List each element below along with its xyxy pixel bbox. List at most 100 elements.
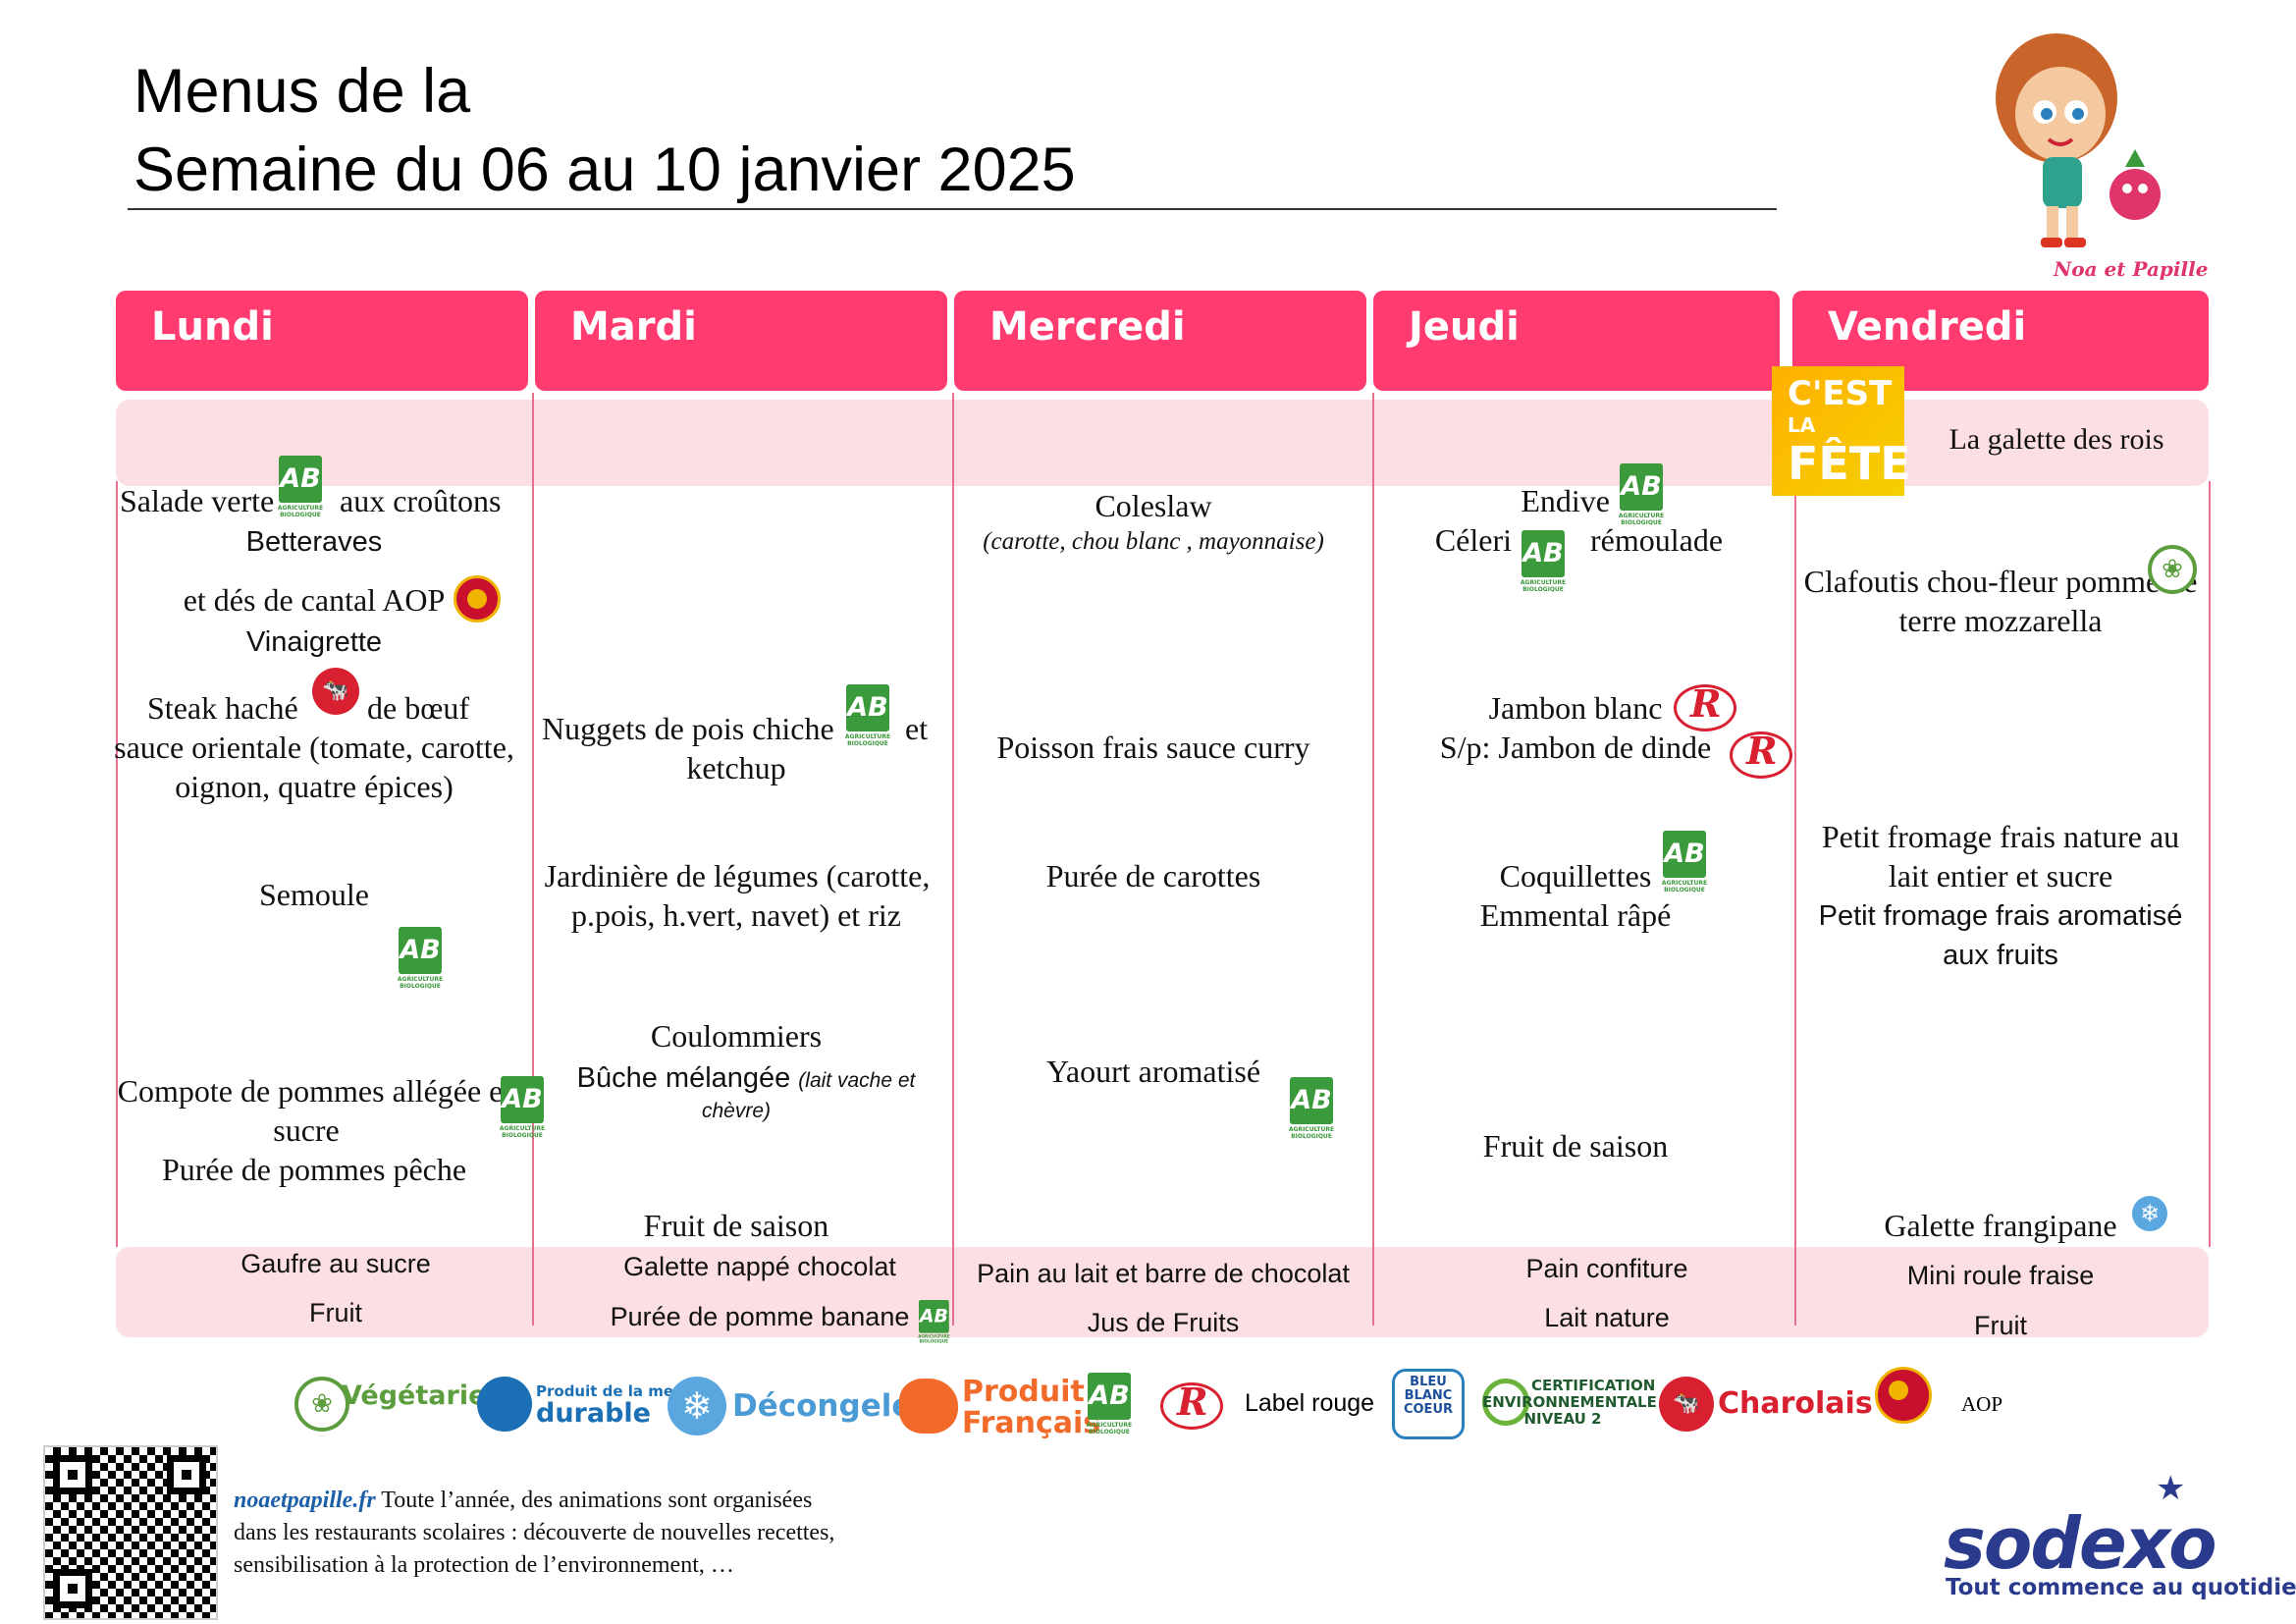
day-label-jeudi: Jeudi xyxy=(1409,304,1520,350)
lundi-dessert-1a: Compote de pommes allégée en xyxy=(117,1073,519,1109)
lundi-dessert-2: Purée de pommes pêche xyxy=(161,1152,467,1187)
ab-bio-icon: AB AGRICULTURE BIOLOGIQUE xyxy=(500,1076,545,1139)
mascot-illustration xyxy=(1996,33,2161,247)
jeudi-snack-2: Lait nature xyxy=(1544,1303,1670,1332)
day-label-vendredi: Vendredi xyxy=(1828,304,2027,350)
lundi-plat-1a: Steak haché xyxy=(147,690,298,726)
day-header-mardi: Mardi xyxy=(535,291,947,391)
ab-bio-icon: AB AGRICULTURE BIOLOGIQUE xyxy=(1662,831,1707,893)
wave-icon xyxy=(477,1377,532,1432)
label-rouge-icon: R xyxy=(1674,681,1736,731)
legend-label-rouge: Label rouge xyxy=(1245,1389,1375,1417)
legend-charolais: Charolais xyxy=(1718,1386,1873,1421)
legend-certif-2: ENVIRONNEMENTALE xyxy=(1482,1393,1657,1411)
france-map-icon xyxy=(899,1379,958,1434)
footer-text-2: dans les restaurants scolaires : découve… xyxy=(234,1520,835,1545)
jeudi-garniture-1: Coquillettes xyxy=(1499,858,1652,893)
snowflake-icon: ❄ xyxy=(667,1377,726,1435)
mercredi-plat: Poisson frais sauce curry xyxy=(996,730,1310,765)
mardi-snack-2: Purée de pomme banane xyxy=(610,1302,910,1331)
lundi-snack-1: Gaufre au sucre xyxy=(240,1249,431,1278)
bleu-blanc-coeur-icon: BLEU BLANC COEUR xyxy=(1392,1369,1465,1439)
fete-text: La galette des rois xyxy=(1949,423,2164,456)
legend-certif-3: NIVEAU 2 xyxy=(1523,1410,1602,1428)
snack-band xyxy=(116,1247,2209,1337)
jeudi-garniture-2: Emmental râpé xyxy=(1479,897,1672,933)
column-divider xyxy=(116,481,118,1247)
lundi-entree-1a: Salade verte xyxy=(120,483,275,518)
legend-peche-big: durable xyxy=(536,1398,651,1429)
ab-bio-icon: AB AGRICULTURE BIOLOGIQUE xyxy=(398,927,443,990)
jeudi-plat-2: S/p: Jambon de dinde xyxy=(1439,730,1712,765)
legend-francais: Français xyxy=(962,1406,1101,1440)
bbc-line2: BLANC xyxy=(1404,1388,1453,1403)
bbc-line3: COEUR xyxy=(1403,1402,1454,1417)
mardi-fromage-3-note: chèvre) xyxy=(701,1100,772,1122)
sodexo-logo: sodexo xyxy=(1944,1502,2217,1585)
vendredi-fromage-4: aux fruits xyxy=(1943,940,2058,971)
footer-text: noaetpapille.fr Toute l’année, des anima… xyxy=(234,1485,960,1582)
mardi-plat-1b: et xyxy=(905,711,929,746)
qr-code[interactable] xyxy=(43,1445,218,1620)
mercredi-entree-1: Coleslaw xyxy=(1095,488,1212,523)
mascot-label: Noa et Papille xyxy=(2054,257,2209,281)
legend-decongele: Décongelé xyxy=(732,1388,913,1424)
mardi-dessert: Fruit de saison xyxy=(643,1208,829,1243)
hve-icon xyxy=(1482,1379,1529,1426)
lundi-garniture: Semoule xyxy=(259,877,369,912)
fete-line3: FÊTE xyxy=(1788,437,1911,490)
jeudi-dessert: Fruit de saison xyxy=(1482,1128,1669,1164)
mercredi-dessert: Yaourt aromatisé xyxy=(1045,1054,1261,1089)
vendredi-dessert: Galette frangipane xyxy=(1884,1208,2117,1243)
sodexo-star-icon: ★ xyxy=(2156,1469,2186,1508)
vegetarian-icon: ❀ xyxy=(294,1377,349,1432)
legend-aop: AOP xyxy=(1961,1392,2003,1416)
mardi-fromage-1: Coulommiers xyxy=(650,1018,823,1054)
aop-icon xyxy=(1875,1367,1932,1424)
title-underline xyxy=(128,208,1777,210)
mardi-plat-1a: Nuggets de pois chiche xyxy=(542,711,834,746)
charolais-cow-icon: 🐄 xyxy=(312,668,359,715)
mercredi-snack-1: Pain au lait et barre de chocolat xyxy=(977,1259,1350,1288)
ab-bio-icon: AB AGRICULTURE BIOLOGIQUE xyxy=(918,1300,950,1344)
lundi-entree-2: Betteraves xyxy=(245,526,383,558)
bbc-line1: BLEU xyxy=(1410,1375,1447,1389)
column-divider xyxy=(532,393,534,1326)
vendredi-snack-2: Fruit xyxy=(1974,1311,2027,1340)
column-divider xyxy=(1372,393,1374,1326)
lundi-entree-3: et dés de cantal AOP xyxy=(183,582,446,618)
column-divider xyxy=(1794,481,1796,1326)
day-header-jeudi: Jeudi xyxy=(1373,291,1780,391)
column-divider xyxy=(2209,481,2211,1247)
jeudi-entree-2a: Céleri xyxy=(1434,522,1512,558)
sodexo-tagline: Tout commence au quotidien xyxy=(1946,1575,2296,1600)
fete-line2: LA xyxy=(1788,413,1816,437)
vendredi-fromage-1: Petit fromage frais nature au xyxy=(1821,819,2180,854)
ab-bio-icon: AB AGRICULTURE BIOLOGIQUE xyxy=(1087,1373,1132,1435)
vegetarian-icon: ❀ xyxy=(2148,545,2197,594)
snowflake-icon: ❄ xyxy=(2132,1196,2167,1231)
jeudi-snack-1: Pain confiture xyxy=(1525,1254,1688,1283)
page-title-line2: Semaine du 06 au 10 janvier 2025 xyxy=(133,135,1076,204)
day-header-mercredi: Mercredi xyxy=(954,291,1366,391)
lundi-entree-4: Vinaigrette xyxy=(245,626,383,658)
mercredi-garniture: Purée de carottes xyxy=(1045,858,1261,893)
lundi-dessert-1b: sucre xyxy=(273,1112,340,1148)
day-label-mercredi: Mercredi xyxy=(989,304,1186,350)
ab-bio-icon: AB AGRICULTURE BIOLOGIQUE xyxy=(845,684,890,747)
footer-site-link[interactable]: noaetpapille.fr xyxy=(234,1488,376,1513)
vendredi-fromage-3: Petit fromage frais aromatisé xyxy=(1818,900,2183,932)
jeudi-entree-2b: rémoulade xyxy=(1590,522,1724,558)
label-rouge-icon: R xyxy=(1160,1380,1223,1430)
mardi-plat-2: ketchup xyxy=(686,750,786,785)
jeudi-entree-1: Endive xyxy=(1521,483,1610,518)
vendredi-plat-2: terre mozzarella xyxy=(1898,603,2103,638)
jeudi-plat-1: Jambon blanc xyxy=(1488,690,1663,726)
lundi-plat-1b: de bœuf xyxy=(367,690,469,726)
vendredi-plat-1: Clafoutis chou-fleur pomme de xyxy=(1803,564,2198,599)
mardi-fromage-2-name: Bûche mélangée xyxy=(576,1062,791,1094)
lundi-plat-2: sauce orientale (tomate, carotte, xyxy=(114,730,514,765)
lundi-snack-2: Fruit xyxy=(309,1298,362,1327)
vendredi-fromage-2: lait entier et sucre xyxy=(1888,858,2113,893)
page-title-line1: Menus de la xyxy=(133,57,471,126)
